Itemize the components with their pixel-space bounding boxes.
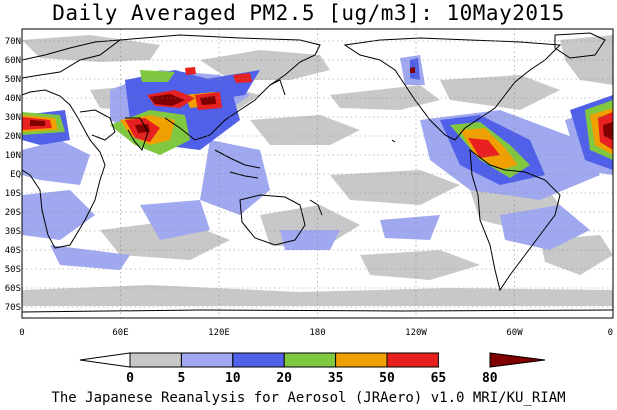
- lon-label: 120W: [405, 328, 427, 338]
- lat-label: 50N: [5, 75, 21, 85]
- lon-label: 0: [19, 328, 24, 338]
- lat-label: EQ: [10, 170, 21, 180]
- colorbar-segment: [129, 352, 182, 368]
- colorbar-segment: [232, 352, 285, 368]
- pm25-field: [22, 29, 613, 318]
- lat-label: 70N: [5, 37, 21, 47]
- lat-label: 30N: [5, 113, 21, 123]
- pm25-level-above-80: [30, 67, 613, 140]
- colorbar-segment: [386, 352, 439, 368]
- lat-label: 40N: [5, 94, 21, 104]
- lon-label: 60E: [112, 328, 128, 338]
- latitude-axis: 70N 60N 50N 40N 30N 20N 10N EQ 10S 20S 3…: [5, 37, 21, 313]
- colorbar-segment: [283, 352, 337, 368]
- colorbar-tick-label: 10: [225, 371, 241, 386]
- map-frame: [21, 28, 614, 319]
- colorbar-tick-label: 0: [126, 371, 134, 386]
- lat-label: 10S: [5, 189, 21, 199]
- colorbar-tick-label: 5: [177, 371, 185, 386]
- colorbar-tick-label: 80: [482, 371, 498, 386]
- colorbar-max-triangle: [489, 352, 546, 368]
- coastlines: [22, 32, 613, 313]
- lat-label: 50S: [5, 265, 21, 275]
- lat-label: 20N: [5, 132, 21, 142]
- lon-label: 180: [309, 328, 325, 338]
- lat-label: 10N: [5, 151, 21, 161]
- lat-label: 20S: [5, 208, 21, 218]
- lat-label: 30S: [5, 227, 21, 237]
- lat-label: 70S: [5, 303, 21, 313]
- colorbar-segment: [180, 352, 234, 368]
- map-title: Daily Averaged PM2.5 [ug/m3]: 10May2015: [52, 1, 565, 25]
- colorbar-min-triangle: [79, 352, 131, 368]
- lat-lon-grid: [22, 29, 613, 318]
- footer-credit: The Japanese Reanalysis for Aerosol (JRA…: [51, 390, 566, 406]
- colorbar-tick-label: 35: [328, 371, 344, 386]
- colorbar-segment: [335, 352, 388, 368]
- lat-label: 60N: [5, 56, 21, 66]
- longitude-axis: 0 60E 120E 180 120W 60W 0: [19, 328, 613, 338]
- colorbar-tick-label: 65: [431, 371, 447, 386]
- lon-label: 60W: [506, 328, 523, 338]
- lat-label: 40S: [5, 246, 21, 256]
- lat-label: 60S: [5, 284, 21, 294]
- lon-label: 0: [608, 328, 613, 338]
- lon-label: 120E: [208, 328, 230, 338]
- colorbar-tick-label: 50: [379, 371, 395, 386]
- colorbar: 0 5 10 20 35 50 65 80: [79, 352, 546, 386]
- colorbar-tick-label: 20: [276, 371, 292, 386]
